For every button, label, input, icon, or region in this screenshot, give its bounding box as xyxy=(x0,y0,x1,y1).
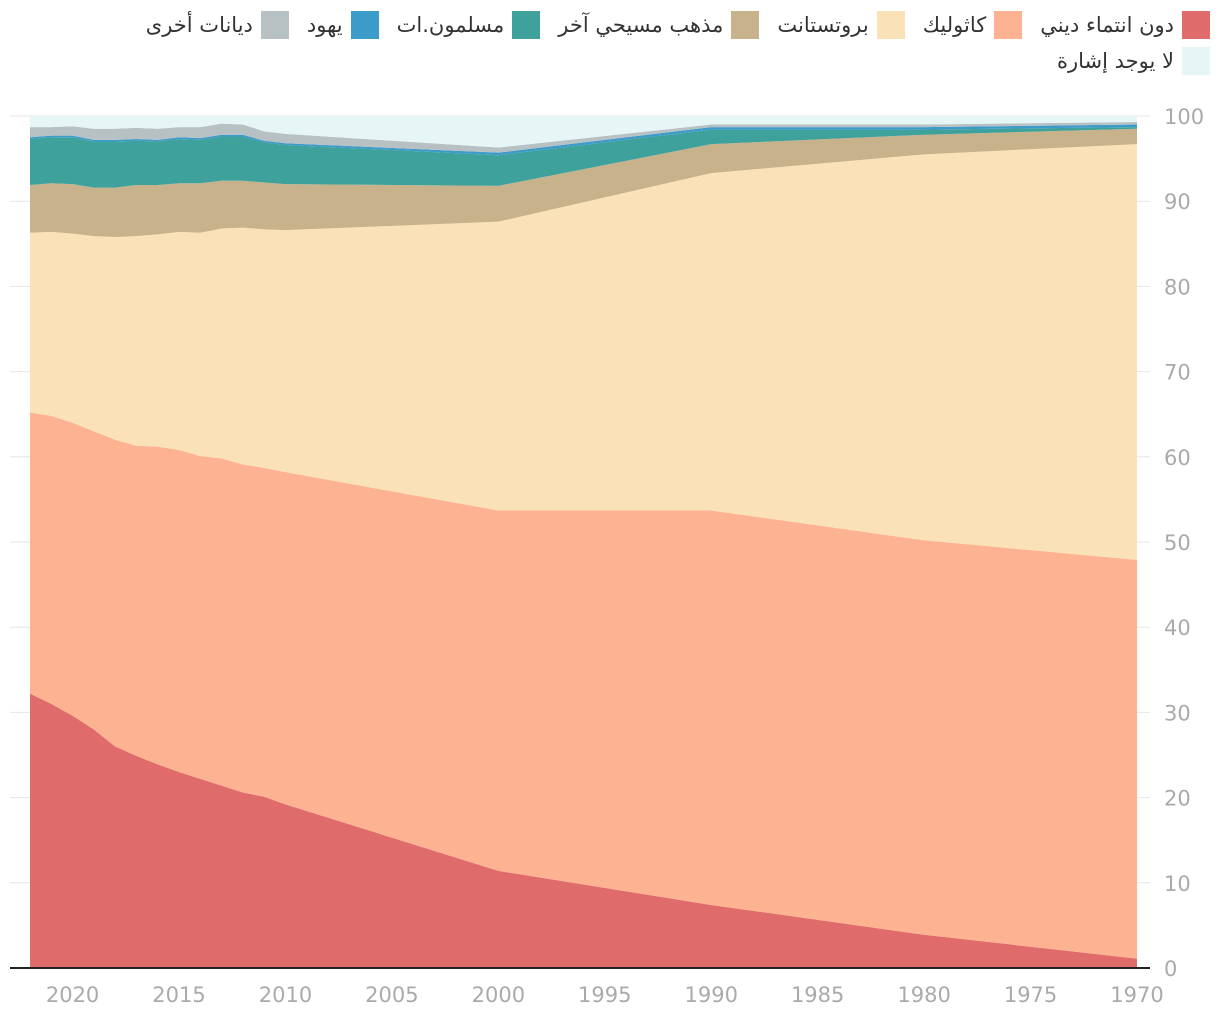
y-tick-label: 70 xyxy=(1164,361,1191,385)
legend-label: دون انتماء ديني xyxy=(1040,13,1174,37)
legend-swatch xyxy=(1182,47,1210,75)
x-axis-tick-labels: 2020 2015 2010 2005 2000 1995 1990 1985 1980 1975… xyxy=(46,983,1164,1007)
legend-label: بروتستانت xyxy=(777,13,869,37)
legend-label: مذهب مسيحي آخر xyxy=(558,13,724,37)
y-tick-label: 30 xyxy=(1164,701,1191,725)
legend-item: مسلمون.ات xyxy=(397,10,541,40)
area-series-1 xyxy=(30,412,1137,959)
x-tick-label: 2015 xyxy=(152,983,205,1007)
legend-item: كاثوليك xyxy=(923,10,1023,40)
legend-swatch xyxy=(876,11,905,39)
y-tick-label: 40 xyxy=(1164,616,1191,640)
y-tick-label: 100 xyxy=(1164,105,1204,129)
legend-item: ديانات أخرى xyxy=(146,10,289,40)
area-series-6 xyxy=(30,121,1137,153)
legend-label: كاثوليك xyxy=(922,13,987,37)
legend-swatch xyxy=(994,11,1023,39)
legend-item: يهود xyxy=(307,10,379,40)
legend-swatch xyxy=(260,11,289,39)
x-tick-label: 1975 xyxy=(1004,983,1057,1007)
x-tick-label: 1970 xyxy=(1110,983,1163,1007)
y-tick-label: 10 xyxy=(1164,872,1191,896)
y-tick-label: 20 xyxy=(1164,787,1191,811)
y-tick-label: 60 xyxy=(1164,446,1191,470)
area-series-7 xyxy=(30,116,1137,148)
x-tick-label: 2020 xyxy=(46,983,99,1007)
x-tick-label: 1990 xyxy=(685,983,738,1007)
legend-swatch xyxy=(731,11,760,39)
y-tick-label: 90 xyxy=(1164,190,1191,214)
legend: دون انتماء ديني كاثوليك بروتستانت مذهب مسيح… xyxy=(10,10,1210,76)
area-series-0 xyxy=(30,693,1137,968)
y-axis-tick-labels: 0 10 20 30 40 50 60 70 80 90 100 xyxy=(1164,105,1204,981)
legend-item: لا يوجد إشارة xyxy=(1057,46,1210,76)
y-tick-label: 0 xyxy=(1164,957,1177,981)
legend-label: مسلمون.ات xyxy=(396,13,505,37)
x-tick-label: 2010 xyxy=(259,983,312,1007)
legend-label: يهود xyxy=(306,13,343,37)
area-series-3 xyxy=(30,128,1137,237)
legend-swatch xyxy=(512,11,541,39)
area-series xyxy=(30,116,1137,968)
legend-label: ديانات أخرى xyxy=(145,13,253,37)
y-tick-label: 80 xyxy=(1164,275,1191,299)
x-tick-label: 1985 xyxy=(791,983,844,1007)
x-tick-label: 1980 xyxy=(897,983,950,1007)
legend-item: مذهب مسيحي آخر xyxy=(558,10,760,40)
legend-swatch xyxy=(350,11,379,39)
y-tick-label: 50 xyxy=(1164,531,1191,555)
area-series-2 xyxy=(30,144,1137,560)
legend-label: لا يوجد إشارة xyxy=(1057,49,1174,73)
legend-item: دون انتماء ديني xyxy=(1040,10,1210,40)
area-series-4 xyxy=(30,127,1137,188)
x-tick-label: 2005 xyxy=(365,983,418,1007)
x-tick-label: 1995 xyxy=(578,983,631,1007)
x-tick-label: 2000 xyxy=(472,983,525,1007)
legend-swatch xyxy=(1182,11,1210,39)
area-series-5 xyxy=(30,124,1137,156)
legend-item: بروتستانت xyxy=(777,10,905,40)
